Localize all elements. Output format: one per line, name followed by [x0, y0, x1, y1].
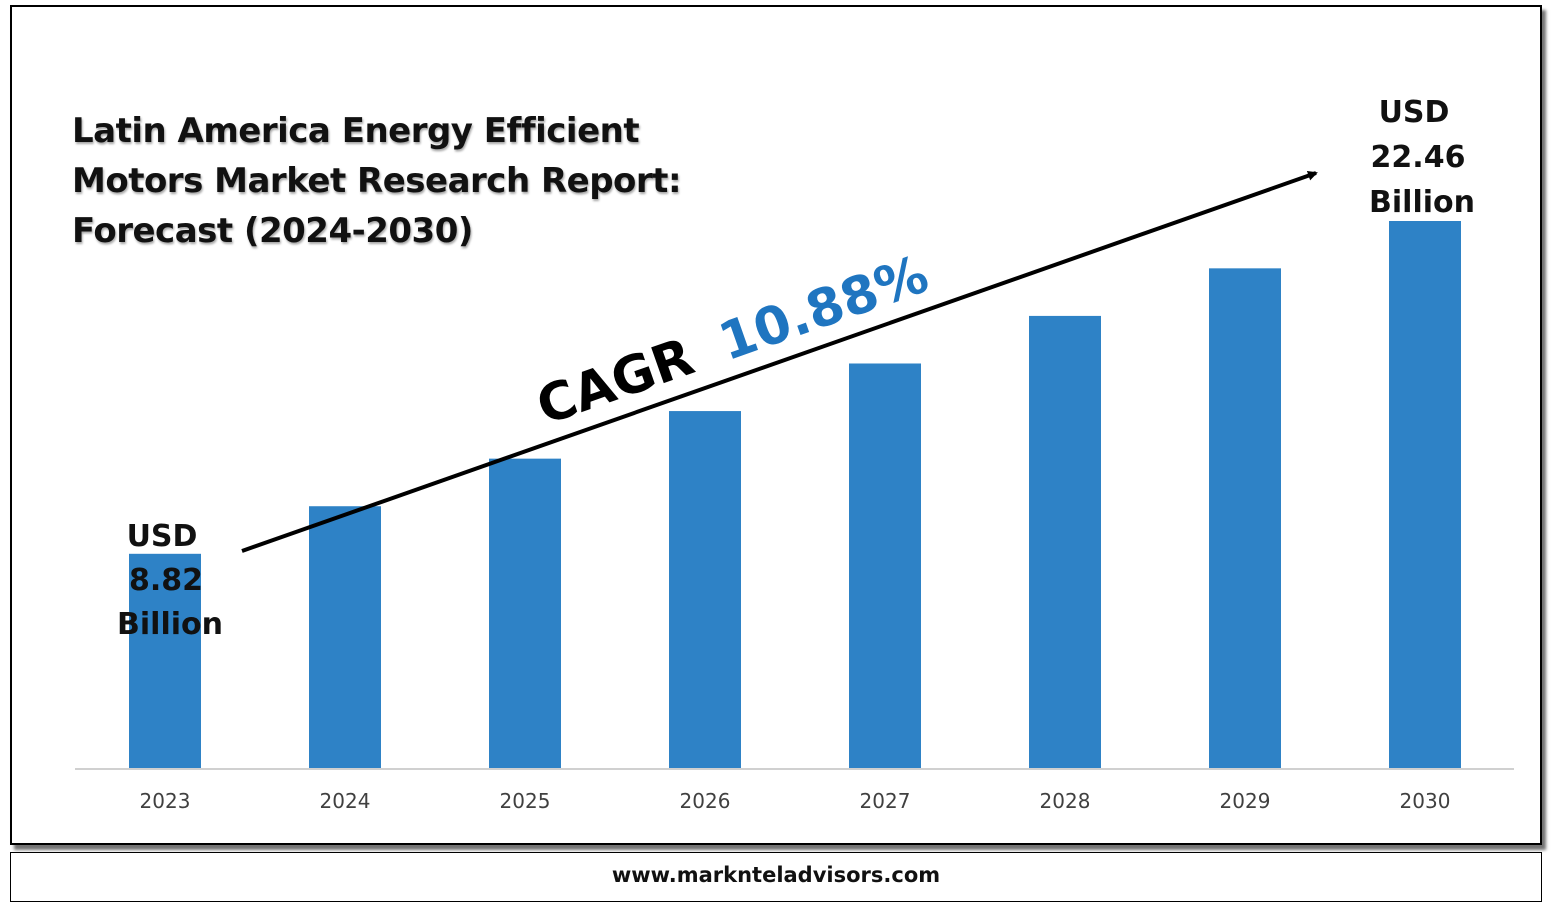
bar-2027 — [849, 363, 921, 769]
x-tick-2029: 2029 — [1220, 789, 1271, 813]
start-value-label: USD 8.82 Billion — [117, 519, 223, 642]
footer-website: www.marknteladvisors.com — [611, 863, 941, 887]
title-line-2: Motors Market Research Report: — [72, 161, 682, 201]
bars-layer — [129, 221, 1461, 769]
start-label-line-3: Billion — [117, 607, 223, 642]
start-label-line-2: 8.82 — [129, 563, 203, 598]
cagr-value: 10.88% — [712, 245, 936, 374]
x-tick-2025: 2025 — [500, 789, 551, 813]
x-tick-2023: 2023 — [140, 789, 191, 813]
bar-2024 — [309, 506, 381, 769]
end-value-label: USD 22.46 Billion — [1369, 95, 1475, 220]
x-tick-2027: 2027 — [860, 789, 911, 813]
end-label-line-3: Billion — [1369, 185, 1475, 220]
bar-2025 — [489, 458, 561, 769]
end-label-line-2: 22.46 — [1371, 140, 1466, 175]
x-tick-labels: 2023 2024 2025 2026 2027 2028 2029 2030 — [140, 789, 1451, 813]
bar-2030 — [1389, 221, 1461, 769]
bar-2029 — [1209, 268, 1281, 769]
title-line-3: Forecast (2024-2030) — [72, 211, 473, 251]
chart-title: Latin America Energy Efficient Motors Ma… — [72, 106, 772, 256]
end-label-line-1: USD — [1379, 95, 1450, 130]
x-tick-2028: 2028 — [1040, 789, 1091, 813]
footer-bar: www.marknteladvisors.com — [10, 852, 1542, 902]
growth-arrow — [241, 170, 1318, 553]
chart-card — [10, 5, 1542, 845]
x-tick-2030: 2030 — [1400, 789, 1451, 813]
x-tick-2024: 2024 — [320, 789, 371, 813]
bar-2026 — [669, 411, 741, 769]
start-label-line-1: USD — [127, 519, 198, 554]
bar-2028 — [1029, 315, 1101, 769]
title-line-1: Latin America Energy Efficient — [72, 111, 640, 151]
x-tick-2026: 2026 — [680, 789, 731, 813]
bar-2023 — [129, 553, 201, 769]
